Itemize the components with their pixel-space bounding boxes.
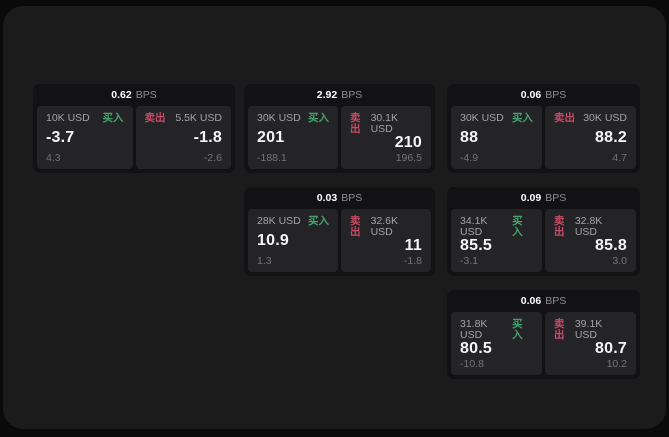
buy-price: 80.5	[460, 340, 492, 358]
buy-quote-tile[interactable]: 10K USD 买入 -3.7 4.3	[37, 106, 133, 169]
quote-card: 0.06 BPS 31.8K USD 买入 80.5 -10.8 卖出 39.1…	[447, 290, 640, 379]
sell-price: 85.8	[595, 237, 627, 255]
buy-sub-value: 4.3	[46, 151, 61, 164]
buy-price: -3.7	[46, 129, 75, 146]
buy-quote-tile[interactable]: 34.1K USD 买入 85.5 -3.1	[451, 209, 542, 272]
buy-quote-tile[interactable]: 31.8K USD 买入 80.5 -10.8	[451, 312, 542, 375]
spread-header: 0.09 BPS	[447, 187, 640, 209]
quote-panels: 31.8K USD 买入 80.5 -10.8 卖出 39.1K USD 80.…	[447, 312, 640, 379]
sell-size: 32.6K USD	[370, 215, 399, 238]
sell-quote-tile[interactable]: 卖出 32.8K USD 85.8 3.0	[545, 209, 636, 272]
quote-panels: 30K USD 买入 88 -4.9 卖出 30K USD 88.2 4.7	[447, 106, 640, 173]
sell-quote-tile[interactable]: 卖出 30K USD 88.2 4.7	[545, 106, 636, 169]
quote-card: 0.03 BPS 28K USD 买入 10.9 1.3 卖出 32.6K US…	[244, 187, 435, 276]
buy-sub-value: -10.8	[460, 357, 484, 370]
sell-side-label: 卖出	[554, 112, 575, 124]
buy-sub-value: -3.1	[460, 254, 479, 267]
spread-unit-label: BPS	[341, 89, 363, 101]
spread-value: 0.03	[316, 192, 338, 204]
quote-card: 0.62 BPS 10K USD 买入 -3.7 4.3 卖出 5.5K USD…	[33, 84, 235, 173]
buy-size: 30K USD	[257, 112, 301, 124]
sell-sub-value: 4.7	[612, 151, 627, 164]
quote-panels: 34.1K USD 买入 85.5 -3.1 卖出 32.8K USD 85.8…	[447, 209, 640, 276]
buy-size: 28K USD	[257, 215, 301, 227]
dashboard-panel: 0.62 BPS 10K USD 买入 -3.7 4.3 卖出 5.5K USD…	[3, 6, 666, 429]
sell-sub-value: 196.5	[395, 151, 422, 164]
buy-side-label: 买入	[512, 215, 523, 238]
spread-header: 2.92 BPS	[244, 84, 435, 106]
sell-sub-value: -2.6	[203, 151, 222, 164]
quote-panels: 28K USD 买入 10.9 1.3 卖出 32.6K USD 11 -1.8	[244, 209, 435, 276]
sell-size: 32.8K USD	[574, 215, 603, 238]
buy-price: 88	[460, 129, 479, 146]
buy-side-label: 买入	[512, 112, 533, 124]
spread-value: 0.06	[520, 295, 542, 307]
spread-header: 0.62 BPS	[33, 84, 235, 106]
sell-price: -1.8	[193, 129, 222, 146]
spread-header: 0.06 BPS	[447, 290, 640, 312]
sell-quote-tile[interactable]: 卖出 39.1K USD 80.7 10.2	[545, 312, 636, 375]
quote-panels: 10K USD 买入 -3.7 4.3 卖出 5.5K USD -1.8 -2.…	[33, 106, 235, 173]
spread-header: 0.06 BPS	[447, 84, 640, 106]
buy-price: 10.9	[257, 232, 289, 249]
buy-size: 31.8K USD	[460, 318, 488, 341]
buy-sub-value: -188.1	[257, 151, 287, 164]
sell-sub-value: 3.0	[612, 254, 627, 267]
sell-price: 210	[394, 134, 422, 152]
sell-side-label: 卖出	[554, 215, 565, 238]
buy-sub-value: 1.3	[257, 254, 272, 267]
sell-sub-value: 10.2	[606, 357, 627, 370]
sell-side-label: 卖出	[350, 112, 361, 135]
spread-value: 0.62	[111, 89, 132, 101]
sell-side-label: 卖出	[554, 318, 565, 341]
spread-unit-label: BPS	[545, 192, 567, 204]
quote-card: 0.06 BPS 30K USD 买入 88 -4.9 卖出 30K USD 8…	[447, 84, 640, 173]
buy-side-label: 买入	[512, 318, 523, 341]
spread-value: 0.09	[520, 192, 542, 204]
buy-sub-value: -4.9	[460, 151, 479, 164]
buy-size: 10K USD	[46, 112, 90, 124]
spread-header: 0.03 BPS	[244, 187, 435, 209]
spread-unit-label: BPS	[545, 89, 567, 101]
buy-quote-tile[interactable]: 30K USD 买入 88 -4.9	[451, 106, 542, 169]
buy-price: 201	[257, 129, 285, 146]
buy-quote-tile[interactable]: 28K USD 买入 10.9 1.3	[248, 209, 338, 272]
sell-sub-value: -1.8	[403, 254, 422, 267]
spread-unit-label: BPS	[341, 192, 363, 204]
buy-quote-tile[interactable]: 30K USD 买入 201 -188.1	[248, 106, 338, 169]
sell-price: 88.2	[595, 129, 627, 146]
sell-side-label: 卖出	[350, 215, 361, 238]
quote-card: 0.09 BPS 34.1K USD 买入 85.5 -3.1 卖出 32.8K…	[447, 187, 640, 276]
buy-size: 34.1K USD	[460, 215, 488, 238]
sell-size: 30.1K USD	[370, 112, 399, 135]
sell-size: 30K USD	[583, 112, 627, 124]
spread-unit-label: BPS	[135, 89, 157, 101]
sell-size: 5.5K USD	[175, 112, 222, 124]
buy-side-label: 买入	[308, 215, 329, 227]
spread-unit-label: BPS	[545, 295, 567, 307]
sell-price: 11	[404, 237, 422, 255]
quote-panels: 30K USD 买入 201 -188.1 卖出 30.1K USD 210 1…	[244, 106, 435, 173]
sell-price: 80.7	[595, 340, 627, 358]
spread-value: 0.06	[520, 89, 542, 101]
buy-price: 85.5	[460, 237, 492, 255]
sell-size: 39.1K USD	[574, 318, 603, 341]
spread-value: 2.92	[316, 89, 338, 101]
buy-size: 30K USD	[460, 112, 504, 124]
sell-quote-tile[interactable]: 卖出 32.6K USD 11 -1.8	[341, 209, 431, 272]
buy-side-label: 买入	[308, 112, 329, 124]
sell-quote-tile[interactable]: 卖出 5.5K USD -1.8 -2.6	[135, 106, 231, 169]
buy-side-label: 买入	[102, 112, 124, 124]
sell-side-label: 卖出	[144, 112, 166, 124]
quote-card: 2.92 BPS 30K USD 买入 201 -188.1 卖出 30.1K …	[244, 84, 435, 173]
sell-quote-tile[interactable]: 卖出 30.1K USD 210 196.5	[341, 106, 431, 169]
